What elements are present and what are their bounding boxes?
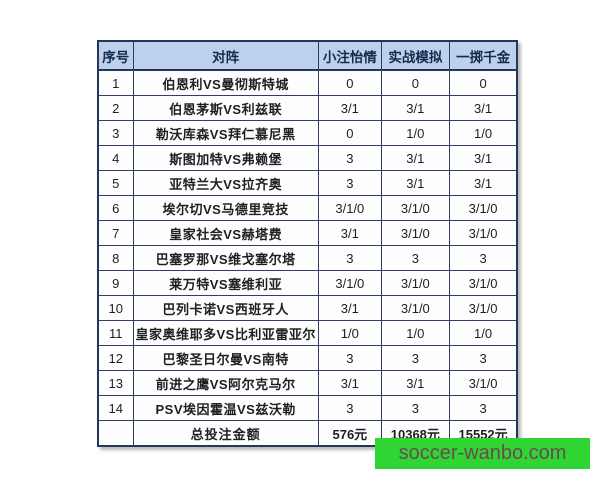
- table-row: 7 皇家社会VS赫塔费 3/1 3/1/0 3/1/0: [97, 220, 518, 246]
- cell-big-bet: 0: [448, 69, 518, 96]
- cell-match: 前进之鹰VS阿尔克马尔: [132, 370, 319, 396]
- cell-small-bet: 3/1: [317, 220, 382, 246]
- table-row: 14 PSV埃因霍温VS兹沃勒 3 3 3: [97, 395, 518, 421]
- col-header-index: 序号: [97, 40, 134, 71]
- cell-match: PSV埃因霍温VS兹沃勒: [132, 395, 319, 421]
- cell-big-bet: 3: [448, 245, 518, 271]
- cell-index: 3: [97, 120, 134, 146]
- banner-text: soccer-wanbo.com: [398, 442, 567, 464]
- cell-big-bet: 3/1/0: [448, 295, 518, 321]
- cell-match: 巴列卡诺VS西班牙人: [132, 295, 319, 321]
- cell-simulation: 1/0: [380, 120, 450, 146]
- cell-small-bet: 3/1: [317, 370, 382, 396]
- cell-simulation: 3: [380, 345, 450, 371]
- cell-simulation: 0: [380, 69, 450, 96]
- cell-simulation: 1/0: [380, 320, 450, 346]
- cell-index: 13: [97, 370, 134, 396]
- cell-match: 伯恩利VS曼彻斯特城: [132, 69, 319, 96]
- cell-big-bet: 3: [448, 345, 518, 371]
- table-row: 6 埃尔切VS马德里竞技 3/1/0 3/1/0 3/1/0: [97, 195, 518, 221]
- table-row: 8 巴塞罗那VS维戈塞尔塔 3 3 3: [97, 245, 518, 271]
- cell-small-bet: 3: [317, 395, 382, 421]
- cell-small-bet: 3: [317, 345, 382, 371]
- cell-small-bet: 3: [317, 245, 382, 271]
- cell-index: 1: [97, 69, 134, 96]
- cell-big-bet: 3/1/0: [448, 220, 518, 246]
- cell-big-bet: 1/0: [448, 320, 518, 346]
- table-row: 10 巴列卡诺VS西班牙人 3/1 3/1/0 3/1/0: [97, 295, 518, 321]
- total-empty-cell: [97, 420, 134, 447]
- cell-simulation: 3: [380, 395, 450, 421]
- total-small-bet: 576元: [317, 420, 382, 447]
- cell-small-bet: 3/1: [317, 295, 382, 321]
- total-row: 总投注金额 576元 10368元 15552元: [97, 420, 518, 447]
- cell-small-bet: 0: [317, 69, 382, 96]
- cell-small-bet: 0: [317, 120, 382, 146]
- table-row: 3 勒沃库森VS拜仁慕尼黑 0 1/0 1/0: [97, 120, 518, 146]
- table-row: 4 斯图加特VS弗赖堡 3 3/1 3/1: [97, 145, 518, 171]
- table-row: 13 前进之鹰VS阿尔克马尔 3/1 3/1 3/1/0: [97, 370, 518, 396]
- cell-big-bet: 3/1/0: [448, 370, 518, 396]
- col-header-small-bet: 小注怡情: [317, 40, 382, 71]
- cell-index: 14: [97, 395, 134, 421]
- total-label: 总投注金额: [132, 420, 319, 447]
- table-row: 1 伯恩利VS曼彻斯特城 0 0 0: [97, 69, 518, 96]
- col-header-big-bet: 一掷千金: [448, 40, 518, 71]
- cell-small-bet: 3/1/0: [317, 195, 382, 221]
- cell-match: 斯图加特VS弗赖堡: [132, 145, 319, 171]
- cell-match: 亚特兰大VS拉齐奥: [132, 170, 319, 196]
- cell-simulation: 3/1: [380, 370, 450, 396]
- cell-simulation: 3/1/0: [380, 270, 450, 296]
- cell-big-bet: 3/1: [448, 145, 518, 171]
- cell-simulation: 3/1/0: [380, 295, 450, 321]
- cell-big-bet: 3/1/0: [448, 270, 518, 296]
- cell-small-bet: 3/1/0: [317, 270, 382, 296]
- site-banner: soccer-wanbo.com: [375, 438, 590, 469]
- cell-index: 9: [97, 270, 134, 296]
- cell-match: 皇家社会VS赫塔费: [132, 220, 319, 246]
- cell-index: 12: [97, 345, 134, 371]
- cell-big-bet: 3/1: [448, 170, 518, 196]
- cell-simulation: 3/1/0: [380, 220, 450, 246]
- cell-match: 皇家奥维耶多VS比利亚雷亚尔: [132, 320, 319, 346]
- cell-match: 巴塞罗那VS维戈塞尔塔: [132, 245, 319, 271]
- cell-simulation: 3/1: [380, 170, 450, 196]
- table-row: 11 皇家奥维耶多VS比利亚雷亚尔 1/0 1/0 1/0: [97, 320, 518, 346]
- cell-simulation: 3/1/0: [380, 195, 450, 221]
- cell-index: 7: [97, 220, 134, 246]
- cell-big-bet: 3: [448, 395, 518, 421]
- table-row: 12 巴黎圣日尔曼VS南特 3 3 3: [97, 345, 518, 371]
- cell-index: 10: [97, 295, 134, 321]
- cell-index: 2: [97, 95, 134, 121]
- table-row: 2 伯恩茅斯VS利兹联 3/1 3/1 3/1: [97, 95, 518, 121]
- cell-simulation: 3: [380, 245, 450, 271]
- table-row: 5 亚特兰大VS拉齐奥 3 3/1 3/1: [97, 170, 518, 196]
- cell-match: 莱万特VS塞维利亚: [132, 270, 319, 296]
- cell-big-bet: 3/1: [448, 95, 518, 121]
- cell-small-bet: 3/1: [317, 95, 382, 121]
- cell-index: 4: [97, 145, 134, 171]
- cell-big-bet: 3/1/0: [448, 195, 518, 221]
- cell-simulation: 3/1: [380, 145, 450, 171]
- betting-table: 序号 对阵 小注怡情 实战模拟 一掷千金 1 伯恩利VS曼彻斯特城 0 0 0 …: [97, 40, 519, 447]
- cell-big-bet: 1/0: [448, 120, 518, 146]
- cell-simulation: 3/1: [380, 95, 450, 121]
- col-header-simulation: 实战模拟: [380, 40, 450, 71]
- header-row: 序号 对阵 小注怡情 实战模拟 一掷千金: [97, 40, 518, 71]
- cell-index: 6: [97, 195, 134, 221]
- cell-small-bet: 3: [317, 170, 382, 196]
- cell-match: 伯恩茅斯VS利兹联: [132, 95, 319, 121]
- cell-small-bet: 3: [317, 145, 382, 171]
- col-header-match: 对阵: [132, 40, 319, 71]
- cell-index: 11: [97, 320, 134, 346]
- cell-match: 勒沃库森VS拜仁慕尼黑: [132, 120, 319, 146]
- cell-small-bet: 1/0: [317, 320, 382, 346]
- cell-match: 巴黎圣日尔曼VS南特: [132, 345, 319, 371]
- cell-index: 8: [97, 245, 134, 271]
- cell-index: 5: [97, 170, 134, 196]
- table-row: 9 莱万特VS塞维利亚 3/1/0 3/1/0 3/1/0: [97, 270, 518, 296]
- cell-match: 埃尔切VS马德里竞技: [132, 195, 319, 221]
